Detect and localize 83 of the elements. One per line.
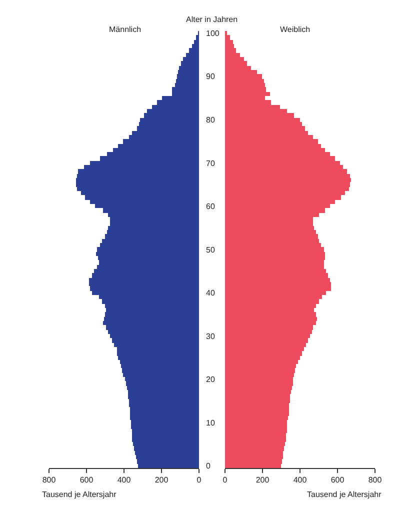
y-tick-label: 60 xyxy=(206,202,216,212)
bar xyxy=(132,433,199,438)
bar xyxy=(126,381,199,386)
bar xyxy=(225,74,262,79)
bar xyxy=(225,260,324,265)
x-tick-label: 0 xyxy=(196,476,202,485)
bar xyxy=(172,87,199,92)
bar xyxy=(225,312,316,317)
bar xyxy=(225,286,331,291)
bar xyxy=(225,338,308,343)
bar xyxy=(122,368,199,373)
bar xyxy=(225,351,302,356)
bar xyxy=(225,247,324,252)
bar xyxy=(225,195,341,200)
bar xyxy=(112,338,199,343)
bar xyxy=(225,48,236,53)
bar xyxy=(144,113,199,118)
bar xyxy=(130,407,199,412)
x-axis-title: Tausend je Altersjahr xyxy=(307,490,382,499)
y-axis-title: Alter in Jahren xyxy=(186,15,238,24)
x-tick-label: 400 xyxy=(117,476,132,485)
x-tick-label: 800 xyxy=(42,476,56,485)
chart-title: Weiblich xyxy=(280,25,310,34)
bar xyxy=(225,234,318,239)
bar xyxy=(225,273,328,278)
y-tick-label: 30 xyxy=(206,332,216,341)
bar xyxy=(225,381,293,386)
bar xyxy=(225,169,347,174)
bar xyxy=(92,273,199,278)
y-tick-label: 80 xyxy=(206,116,216,124)
x-tick-label: 200 xyxy=(256,476,270,485)
bar xyxy=(225,61,247,66)
chart-title: Männlich xyxy=(109,25,142,34)
bar xyxy=(225,420,287,425)
bar xyxy=(85,195,199,200)
bar xyxy=(196,35,199,40)
y-tick-label: 40 xyxy=(206,288,216,298)
x-axis-title: Tausend je Altersjahr xyxy=(42,490,117,499)
bar xyxy=(78,169,199,174)
x-tick-label: 200 xyxy=(154,476,169,485)
bar xyxy=(134,446,199,451)
bar xyxy=(225,368,295,373)
y-tick-label: 50 xyxy=(206,245,216,254)
y-tick-label: 10 xyxy=(206,418,216,428)
bar xyxy=(225,35,230,40)
y-tick-label: 90 xyxy=(206,72,216,82)
y-tick-label: 100 xyxy=(206,28,220,38)
bar xyxy=(76,182,199,187)
bar xyxy=(117,351,199,356)
bar xyxy=(102,299,199,304)
bar xyxy=(189,48,199,53)
bar xyxy=(225,407,289,412)
bar xyxy=(225,446,284,451)
y-tick-label: 70 xyxy=(206,158,216,168)
y-tick-label: 20 xyxy=(206,375,216,384)
bar xyxy=(225,221,313,226)
bar xyxy=(225,87,266,92)
bar xyxy=(181,61,199,66)
bar xyxy=(225,182,350,187)
x-tick-label: 0 xyxy=(222,476,228,485)
bar xyxy=(105,312,199,317)
bar xyxy=(225,325,313,330)
bar xyxy=(225,433,286,438)
bar xyxy=(225,394,290,399)
bar xyxy=(99,260,199,265)
x-tick-label: 800 xyxy=(368,476,382,485)
y-tick-label: 0 xyxy=(206,462,211,471)
bar xyxy=(137,459,199,464)
bar xyxy=(90,286,199,291)
bar xyxy=(177,74,199,79)
x-tick-label: 600 xyxy=(330,476,345,485)
bar xyxy=(225,139,318,144)
bar xyxy=(110,221,199,226)
bar xyxy=(97,247,199,252)
bar xyxy=(225,299,319,304)
bar xyxy=(225,459,282,464)
bar xyxy=(106,325,199,330)
x-tick-label: 400 xyxy=(293,476,308,485)
bar xyxy=(128,394,199,399)
bar xyxy=(131,420,199,425)
x-tick-label: 600 xyxy=(80,476,94,485)
bar xyxy=(225,126,305,131)
bar xyxy=(105,234,199,239)
